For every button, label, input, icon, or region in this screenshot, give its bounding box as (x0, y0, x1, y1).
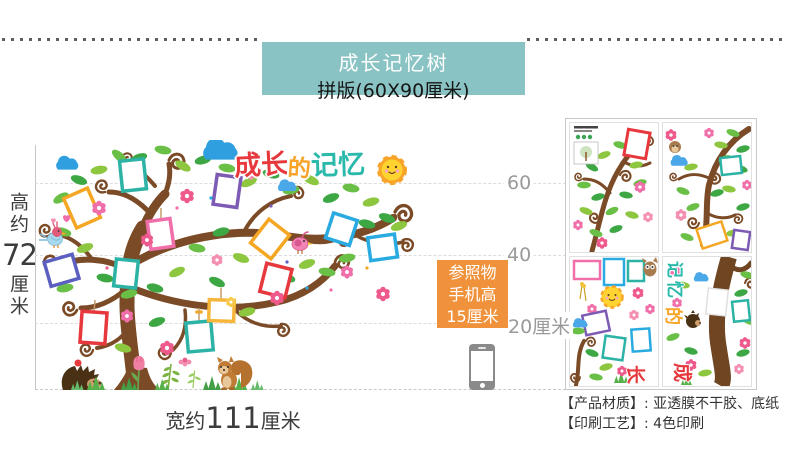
mini-product-label (573, 126, 599, 165)
top-dotted-divider-right (527, 38, 788, 41)
mini-owl (642, 257, 658, 277)
width-prefix: 宽约 (165, 409, 206, 433)
phone-screen (471, 351, 493, 381)
width-dimension-label: 宽约111厘米 (128, 401, 338, 435)
scale-tick-60: 60 (504, 172, 535, 194)
phone-icon (469, 344, 495, 390)
sheet-top-right (662, 122, 752, 253)
scale-line-40 (35, 255, 566, 256)
bird-right (291, 231, 313, 254)
baseline-dashed (35, 389, 566, 390)
sheet-bottom-left: 长 (569, 256, 659, 387)
sheet-char-chang: 长 (624, 365, 646, 385)
flowers (92, 162, 390, 356)
sheet-tr-art (665, 126, 751, 252)
scale-line-60 (35, 183, 566, 184)
sheet-char-jiyi: 记忆 (664, 261, 684, 301)
sheet-char-de: 的 (662, 307, 683, 325)
reference-line-1: 参照物 (448, 263, 497, 282)
sheet-br-art (665, 257, 751, 386)
title-part-teal: 记忆 (310, 149, 366, 182)
tree-illustration (38, 140, 416, 390)
sheet-bottom-right: 记忆 的 成 (662, 256, 752, 387)
scale-tick-20: 20厘米 (505, 312, 574, 339)
bird-left (39, 215, 71, 248)
tulip-flower (131, 356, 145, 390)
height-dimension-label: 高约 72 厘米 (2, 192, 38, 318)
header-banner: 成长记忆树 拼版(60X90厘米) (262, 42, 525, 102)
title-part-orange: 的 (286, 155, 312, 183)
mini-sun (600, 285, 624, 309)
header-title: 成长记忆树 (338, 51, 449, 75)
height-unit: 厘米 (7, 274, 29, 318)
product-printing: 【印刷工艺】: 4色印刷 (560, 416, 705, 432)
reference-line-3: 15厘米 (446, 307, 499, 326)
sun-icon (377, 155, 407, 185)
scale-vertical-line-left (35, 145, 36, 390)
product-info: 【产品材质】: 亚透膜不干胶、底纸 【印刷工艺】: 4色印刷 (560, 394, 788, 434)
reference-line-2: 手机高 (448, 285, 497, 304)
photo-frames (42, 156, 400, 354)
width-value: 111 (205, 401, 261, 435)
phone-home-button (480, 383, 485, 388)
reference-object-box: 参照物 手机高 15厘米 (437, 260, 508, 328)
phone-speaker (478, 347, 486, 349)
top-dotted-divider-left (2, 38, 260, 41)
sticker-title: 成长的记忆 (233, 143, 394, 183)
sheet-bl-art (570, 257, 658, 386)
header-subtitle: 拼版(60X90厘米) (317, 80, 470, 102)
mini-animal (669, 141, 681, 153)
height-prefix: 高约 (7, 192, 29, 236)
frame-strings (93, 208, 222, 322)
sheet-layout-panel: 长 (565, 118, 757, 390)
squirrel (217, 356, 253, 390)
height-value: 72 (2, 238, 38, 272)
fern-plants (161, 357, 201, 390)
sheet-tl-art (573, 126, 656, 252)
sheet-char-cheng: 成 (671, 363, 693, 383)
title-part-red: 成长 (233, 148, 289, 183)
product-material: 【产品材质】: 亚透膜不干胶、底纸 (560, 396, 780, 412)
width-unit: 厘米 (260, 409, 301, 433)
sheet-top-left (569, 122, 659, 253)
scale-tick-40: 40 (504, 244, 535, 266)
scale-line-20 (35, 323, 566, 324)
mini-hedgehog (684, 310, 701, 328)
